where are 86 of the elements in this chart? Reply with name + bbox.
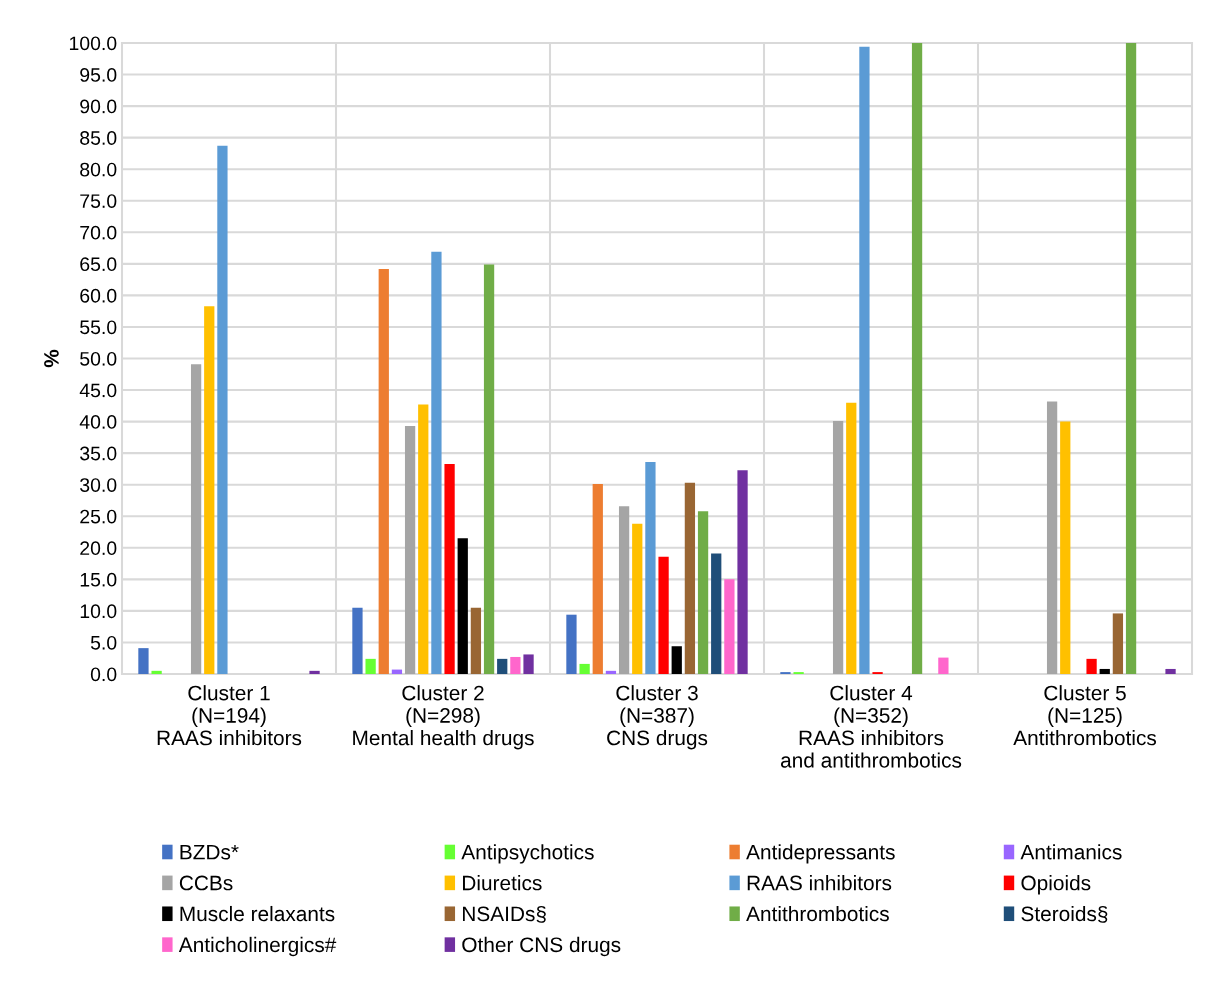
- y-tick-label: 15.0: [80, 572, 117, 587]
- bar: [138, 648, 149, 674]
- bar: [1165, 668, 1176, 674]
- legend-label: Anticholinergics#: [178, 936, 337, 957]
- legend-label: Antipsychotics: [461, 844, 594, 864]
- bar: [444, 463, 455, 674]
- y-tick-label: 0.0: [90, 667, 117, 682]
- bar: [204, 306, 215, 674]
- bar: [190, 364, 202, 674]
- bar: [1099, 668, 1110, 674]
- y-tick-label: 95.0: [80, 68, 117, 82]
- bar: [365, 658, 376, 674]
- y-tick-label: 25.0: [80, 509, 117, 524]
- y-tick-label: 45.0: [79, 383, 117, 398]
- bar: [309, 670, 320, 674]
- bar: [1125, 43, 1137, 674]
- legend-label: Antithrombotics: [746, 905, 889, 922]
- x-tick-label: Cluster 5 (N=125) Antithrombotics: [1013, 685, 1157, 746]
- legend-label: Opioids: [1021, 875, 1091, 895]
- y-tick-label: 65.0: [80, 257, 117, 272]
- legend-label: Antimanics: [1020, 844, 1122, 860]
- bar: [724, 579, 735, 674]
- bar: [592, 484, 603, 674]
- y-tick-label: 30.0: [80, 478, 117, 492]
- bar: [671, 646, 682, 674]
- bar: [497, 658, 508, 674]
- y-tick-label: 100.0: [69, 36, 117, 51]
- y-tick-label: 20.0: [80, 541, 117, 556]
- x-tick-label: Cluster 3 (N=387) CNS drugs: [607, 685, 708, 750]
- bar: [470, 607, 482, 674]
- bar: [352, 607, 363, 674]
- y-axis-title: %: [44, 349, 59, 368]
- bar: [457, 538, 468, 674]
- bar: [618, 506, 630, 674]
- bar: [832, 420, 844, 674]
- bar: [510, 656, 521, 674]
- bar: [1046, 401, 1058, 674]
- bar: [938, 657, 949, 674]
- legend-label: Antidepressants: [746, 844, 895, 864]
- bar: [523, 654, 534, 674]
- x-tick-label: Cluster 1 (N=194) RAAS inhibitors: [157, 685, 302, 746]
- bar: [645, 461, 656, 674]
- bar: [632, 523, 643, 674]
- x-tick-label: Cluster 2 (N=298) Mental health drugs: [353, 685, 534, 750]
- bar: [605, 670, 617, 674]
- legend-label: CCBs: [179, 875, 233, 891]
- legend-label: Steroids§: [1021, 905, 1108, 923]
- y-tick-label: 55.0: [80, 320, 117, 335]
- legend-label: RAAS inhibitors: [747, 875, 892, 891]
- y-tick-label: 70.0: [80, 225, 117, 240]
- y-tick-label: 40.0: [79, 415, 117, 429]
- bar: [911, 43, 923, 674]
- bar: [418, 404, 429, 674]
- bar: [697, 511, 709, 674]
- legend-label: Muscle relaxants: [180, 905, 335, 922]
- bar: [684, 482, 696, 674]
- bar: [711, 553, 722, 674]
- bar: [404, 426, 416, 674]
- y-tick-label: 5.0: [90, 635, 117, 650]
- x-tick-label: Cluster 4 (N=352) RAAS inhibitors and antithrombotics: [780, 685, 962, 768]
- bar: [151, 670, 162, 674]
- bar: [483, 264, 495, 674]
- y-tick-label: 80.0: [80, 162, 117, 177]
- legend-label: NSAIDs§: [463, 905, 546, 923]
- y-tick-label: 35.0: [80, 446, 117, 461]
- bar: [566, 614, 577, 674]
- bar: [859, 46, 870, 674]
- bar: [846, 402, 857, 674]
- bar: [1112, 613, 1124, 674]
- bar: [579, 663, 590, 674]
- bar: [1086, 658, 1097, 674]
- bar: [378, 268, 389, 674]
- y-tick-label: 75.0: [80, 194, 117, 208]
- legend-label: Diuretics: [463, 875, 542, 891]
- y-tick-label: 85.0: [80, 131, 117, 145]
- legend-label: BZDs*: [180, 844, 239, 860]
- y-tick-label: 50.0: [80, 351, 117, 366]
- legend-label: Other CNS drugs: [462, 936, 621, 957]
- bar: [1060, 421, 1071, 674]
- bar: [737, 470, 748, 674]
- y-tick-label: 90.0: [80, 99, 117, 114]
- y-tick-label: 60.0: [80, 288, 117, 303]
- bar: [431, 251, 442, 674]
- y-tick-label: 10.0: [80, 604, 117, 619]
- bar: [658, 556, 669, 674]
- bar: [217, 145, 228, 674]
